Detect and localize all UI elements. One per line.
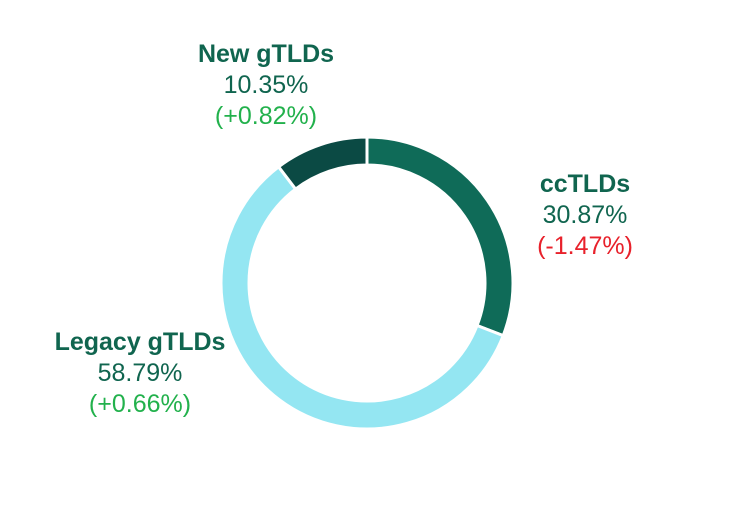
- slice-name-cctlds: ccTLDs: [539, 170, 631, 198]
- slice-name-legacy-gtlds: Legacy gTLDs: [54, 328, 226, 356]
- label-legacy-gtlds: Legacy gTLDs 58.79% (+0.66%): [50, 330, 230, 423]
- donut-slice-new-gtlds: [276, 135, 369, 192]
- slice-change-new-gtlds: (+0.82%): [214, 102, 318, 130]
- slice-value-cctlds: 30.87%: [542, 201, 628, 229]
- donut-slice-legacy-gtlds: [219, 164, 506, 431]
- label-cctlds: ccTLDs 30.87% (-1.47%): [515, 172, 655, 265]
- slice-value-new-gtlds: 10.35%: [223, 71, 309, 99]
- slice-change-legacy-gtlds: (+0.66%): [88, 390, 192, 418]
- label-new-gtlds: New gTLDs 10.35% (+0.82%): [186, 42, 346, 135]
- slice-name-new-gtlds: New gTLDs: [197, 40, 335, 68]
- slice-value-legacy-gtlds: 58.79%: [97, 359, 183, 387]
- donut-slice-cctlds: [365, 135, 515, 338]
- slice-change-cctlds: (-1.47%): [537, 232, 633, 260]
